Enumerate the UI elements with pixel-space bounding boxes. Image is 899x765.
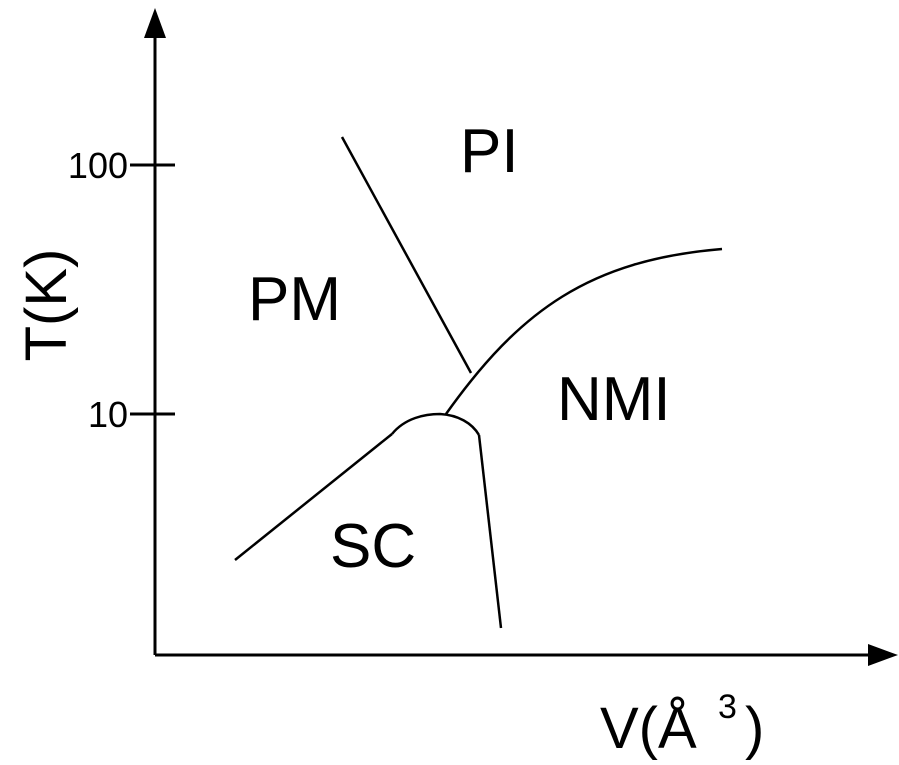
x-axis-arrow-icon [868, 644, 898, 666]
region-label-pm: PM [248, 265, 341, 334]
region-label-pi: PI [460, 117, 519, 186]
y-axis-arrow-icon [144, 8, 166, 38]
region-label-nmi: NMI [557, 365, 671, 434]
pm-sc-boundary [234, 433, 393, 561]
sc-nmi-boundary [477, 434, 503, 629]
x-axis-title-close: ) [745, 696, 764, 761]
pm-pi-boundary [340, 136, 473, 374]
pi-nmi-boundary [444, 247, 723, 415]
x-axis-title-sup: 3 [718, 688, 737, 726]
region-label-sc: SC [330, 512, 416, 581]
y-tick-label-10: 10 [88, 394, 128, 435]
y-tick-label-100: 100 [68, 145, 128, 186]
sc-dome-top [391, 412, 481, 436]
x-axis-title-main: V(Å [600, 696, 697, 761]
y-axis-title: T(K) [14, 249, 79, 362]
